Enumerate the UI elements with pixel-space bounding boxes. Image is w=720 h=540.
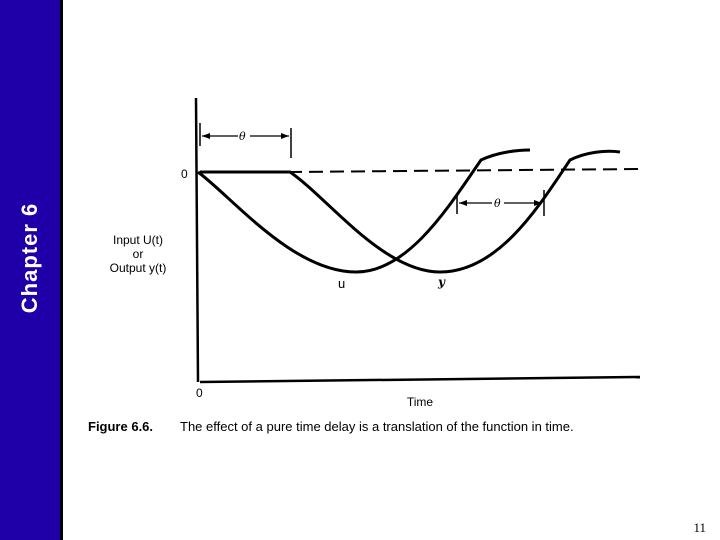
figure-caption: Figure 6.6. The effect of a pure time de…: [88, 419, 574, 434]
xlabel: Time: [407, 395, 434, 409]
sidebar-divider: [60, 0, 63, 540]
theta-mid-arrowhead-right: [534, 200, 542, 206]
curve-y-label: y: [437, 275, 446, 289]
theta-top-arrowhead-left: [202, 133, 210, 139]
chapter-sidebar: Chapter 6: [0, 0, 60, 540]
output-curve-y: [200, 149, 621, 274]
chapter-label: Chapter 6: [17, 202, 42, 314]
zero-origin-label: 0: [196, 386, 203, 400]
theta-top-arrowhead-right: [281, 133, 289, 139]
time-delay-figure: 0 0 θ θ u y Input U(t) or Output y(t) Ti…: [88, 88, 688, 448]
input-curve-u: [197, 148, 531, 274]
theta-top-label: θ: [239, 130, 246, 143]
theta-mid-label: θ: [494, 197, 501, 210]
theta-mid-arrowhead-left: [459, 200, 467, 206]
ylabel-line3: Output y(t): [110, 261, 167, 275]
page-number: 11: [693, 520, 706, 535]
ylabel-line2: or: [133, 247, 144, 261]
y-axis: [194, 97, 200, 383]
caption-prefix: Figure 6.6.: [88, 419, 153, 434]
zero-top-label: 0: [181, 167, 188, 181]
figure-svg: 0 0 θ θ u y Input U(t) or Output y(t) Ti…: [88, 97, 641, 434]
caption-text: The effect of a pure time delay is a tra…: [180, 419, 574, 434]
zero-reference-line: [287, 168, 641, 173]
curve-u-label: u: [338, 276, 345, 291]
ylabel-line1: Input U(t): [113, 233, 163, 247]
x-axis: [199, 375, 641, 384]
